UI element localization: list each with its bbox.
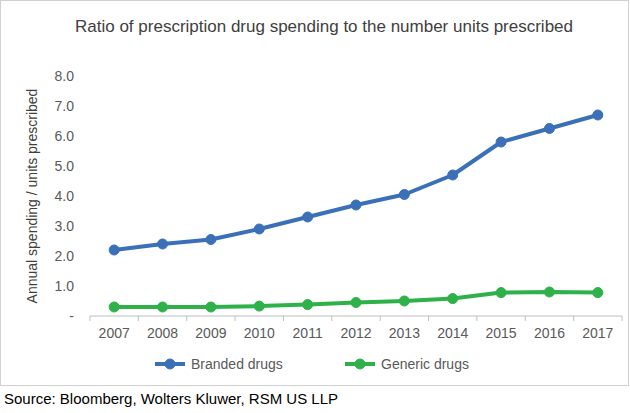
- x-tick: [428, 316, 429, 321]
- x-tick-label: 2015: [486, 325, 517, 341]
- y-axis-label: Annual spending / units prescribed: [24, 89, 40, 304]
- y-tick: [87, 76, 90, 77]
- x-tick: [525, 316, 526, 321]
- data-point: [254, 224, 264, 234]
- x-tick: [138, 316, 139, 321]
- series-line: [114, 292, 598, 307]
- x-tick-label: 2010: [244, 325, 275, 341]
- data-point: [448, 294, 458, 304]
- data-point: [351, 200, 361, 210]
- y-tick: [87, 136, 90, 137]
- data-point: [303, 300, 313, 310]
- x-tick-label: 2012: [340, 325, 371, 341]
- chart-frame: [1, 1, 629, 386]
- data-point: [158, 302, 168, 312]
- x-tick-label: 2008: [147, 325, 178, 341]
- data-point: [109, 245, 119, 255]
- chart-title: Ratio of prescription drug spending to t…: [75, 17, 573, 36]
- y-tick: [87, 286, 90, 287]
- data-point: [593, 110, 603, 120]
- y-tick-label: 8.0: [55, 68, 75, 84]
- data-point: [496, 288, 506, 298]
- data-point: [303, 212, 313, 222]
- x-tick: [573, 316, 574, 321]
- x-tick: [380, 316, 381, 321]
- x-tick: [331, 316, 332, 321]
- y-tick: [87, 226, 90, 227]
- y-tick-label: 7.0: [55, 98, 75, 114]
- y-tick-label: 2.0: [55, 248, 75, 264]
- y-tick-label: 1.0: [55, 278, 75, 294]
- x-tick: [186, 316, 187, 321]
- y-tick-label: 5.0: [55, 158, 75, 174]
- data-point: [158, 239, 168, 249]
- x-tick-label: 2017: [582, 325, 613, 341]
- x-tick-label: 2013: [389, 325, 420, 341]
- x-axis-line: [90, 316, 622, 317]
- series-line: [114, 115, 598, 250]
- y-tick-label: -: [69, 308, 74, 324]
- x-tick: [476, 316, 477, 321]
- legend: Branded drugs Generic drugs: [155, 356, 469, 372]
- data-point: [496, 137, 506, 147]
- chart-svg: Ratio of prescription drug spending to t…: [0, 0, 630, 413]
- x-tick-label: 2007: [99, 325, 130, 341]
- data-point: [544, 124, 554, 134]
- x-tick-label: 2009: [195, 325, 226, 341]
- data-point: [206, 302, 216, 312]
- y-tick-label: 6.0: [55, 128, 75, 144]
- data-point: [399, 190, 409, 200]
- x-tick: [283, 316, 284, 321]
- x-tick: [90, 316, 91, 321]
- data-point: [399, 296, 409, 306]
- x-tick: [235, 316, 236, 321]
- data-point: [254, 301, 264, 311]
- x-tick-label: 2016: [534, 325, 565, 341]
- x-tick-label: 2011: [293, 325, 323, 341]
- legend-marker: [355, 359, 365, 369]
- legend-label: Branded drugs: [191, 356, 283, 372]
- y-tick: [87, 166, 90, 167]
- source-note: Source: Bloomberg, Wolters Kluwer, RSM U…: [4, 390, 338, 407]
- data-point: [593, 288, 603, 298]
- y-tick-label: 3.0: [55, 218, 75, 234]
- legend-marker: [165, 359, 175, 369]
- y-tick: [87, 256, 90, 257]
- y-tick: [87, 196, 90, 197]
- data-point: [206, 235, 216, 245]
- x-tick-label: 2014: [437, 325, 468, 341]
- legend-label: Generic drugs: [381, 356, 469, 372]
- data-point: [351, 298, 361, 308]
- data-point: [544, 287, 554, 297]
- y-tick-label: 4.0: [55, 188, 75, 204]
- data-point: [448, 170, 458, 180]
- x-tick: [622, 316, 623, 321]
- plot-area: [109, 110, 603, 312]
- y-tick: [87, 106, 90, 107]
- data-point: [109, 302, 119, 312]
